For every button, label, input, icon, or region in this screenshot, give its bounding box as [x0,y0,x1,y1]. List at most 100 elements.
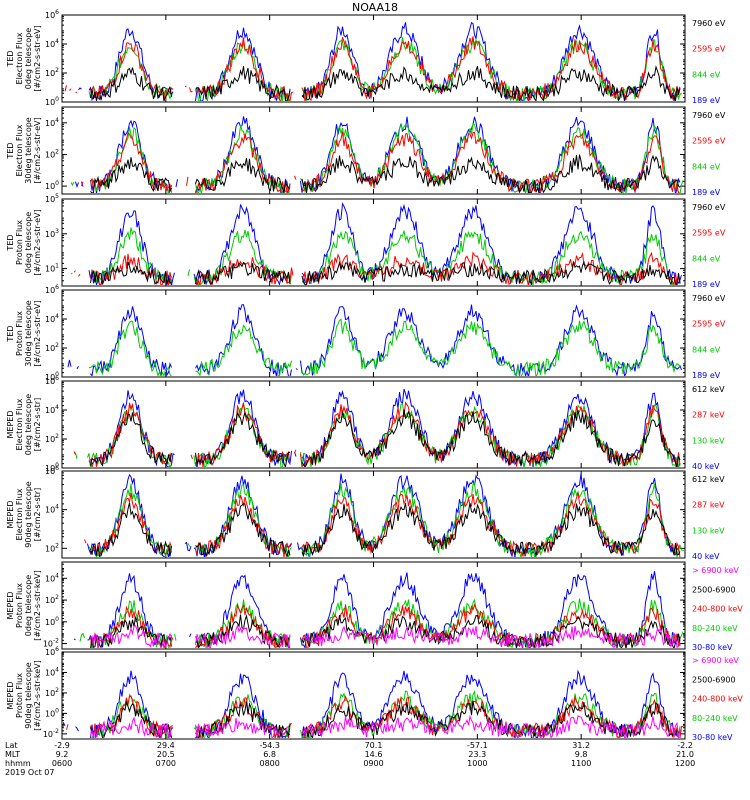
ylabel-line: Electron Flux [15,32,24,84]
series-844-ev [89,319,685,377]
series-612-kev [90,502,681,557]
series-2500-6900 [90,700,681,738]
series-7960-ev [90,260,681,285]
ytick-label: 104 [45,572,59,583]
series-30-80-kev [73,571,681,648]
ytick-label: 100 [45,462,59,473]
chart-title: NOAA18 [351,1,399,14]
legend-label: 612 keV [692,385,725,394]
ytick-label: 105 [45,193,59,204]
legend-label: 189 eV [692,280,721,289]
legend-label: 7960 eV [692,111,726,120]
ytick-label: 102 [45,687,59,698]
panel-traces [65,21,683,101]
series-2595-ev [73,251,681,285]
axis-lat-value: -57.1 [467,741,488,750]
ylabel-line: [#/cm2-s-str] [33,488,42,541]
ylabel-line: TED [6,325,15,342]
series-189-ev [78,21,681,101]
ylabel-line: TED [6,50,15,67]
legend-label: 844 eV [692,254,721,263]
ylabel-line: [#/cm2-s-str-keV] [33,660,42,731]
ytick-label: 100 [45,180,59,191]
series--6900-kev [90,714,681,738]
ytick-label: 10-2 [43,638,59,649]
ylabel-line: [#/cm2-s-str] [33,398,42,451]
axis-lat-value: -2.9 [54,741,70,750]
legend-label: 287 keV [692,501,725,510]
legend-label: 7960 eV [692,203,726,212]
axis-hhmm-value: 0700 [156,759,176,768]
series-40-kev [89,389,685,468]
panel-traces [70,116,684,193]
ytick-label: 106 [45,646,59,657]
axis-hhmm-value: 0900 [363,759,383,768]
ytick-label: 102 [45,542,59,553]
axis-hhmm-value: 1200 [675,759,695,768]
legend-label: 7960 eV [692,19,726,28]
series-844-ev [70,122,684,193]
axis-hhmm-value: 1000 [467,759,487,768]
axis-mlt-value: 6.8 [263,750,276,759]
series-2595-ev [81,131,680,193]
axis-lat-value: 29.4 [157,741,175,750]
ytick-label: 102 [45,433,59,444]
legend-label: 40 keV [692,462,720,471]
series-189-ev [67,304,682,376]
ytick-label: 106 [45,284,59,295]
ytick-label: 100 [45,96,59,107]
legend-label: 40 keV [692,552,720,561]
series-287-kev [84,492,681,557]
panel-ted-e-0: 106 104 102 100 TED Electron Flux 0deg telesco… [6,9,726,107]
legend-label: 30-80 keV [692,643,733,652]
ylabel-line: [#/cm2-s-str-eV] [33,209,42,275]
ylabel-line: [#/cm2-s-str-keV] [33,570,42,641]
legend-label: 2500-6900 [692,585,736,594]
ytick-label: 104 [45,666,59,677]
legend-label: 30-80 keV [692,733,733,742]
ytick-label: 102 [45,67,59,78]
ytick-label: 100 [45,707,59,718]
ylabel-line: Proton Flux [15,673,24,718]
axis-mlt-value: 23.3 [468,750,486,759]
axis-hhmm-value: 1100 [571,759,591,768]
legend-label: 844 eV [692,345,721,354]
legend-label: 80-240 keV [692,714,738,723]
legend-label: 2595 eV [692,45,726,54]
ylabel-line: Electron Flux [15,398,24,450]
series-844-ev [88,37,682,101]
panel-meped-p-0: 104 102 100 10-2 MEPED Proton Flux 0deg telesc… [6,561,743,652]
ytick-label: 104 [45,404,59,415]
ytick-label: 106 [45,465,59,476]
panel-traces [71,202,685,285]
legend-label: 2500-6900 [692,675,736,684]
ylabel-line: Electron Flux [15,488,24,540]
panel-meped-e-90: 106 104 102 MEPED Electron Flux 90deg telesco… [6,465,725,561]
ylabel-line: 30deg telescope [24,117,33,184]
legend-label: 2595 eV [692,137,726,146]
legend-label: 130 keV [692,436,725,445]
axis-mlt-value: 20.5 [157,750,175,759]
axis-mlt-value: 9.2 [56,750,69,759]
panel-meped-p-90: 106 104 102 100 10-2 MEPED Proton Flux 90deg te… [6,646,743,742]
axis-lat-value: 31.2 [572,741,590,750]
ylabel-line: 0deg telescope [24,212,33,273]
ytick-label: 104 [45,313,59,324]
panel-ted-p-0: 105 103 101 TED Proton Flux 0deg telescope [#/… [6,193,726,289]
panel-traces [63,669,684,738]
ytick-label: 102 [45,148,59,159]
panel-meped-e-0: 106 104 102 100 MEPED Electron Flux 0deg teles… [6,375,725,473]
ylabel-line: TED [6,142,15,159]
legend-label: 7960 eV [692,294,726,303]
legend-label: 240-800 keV [692,695,743,704]
ylabel-line: Proton Flux [15,311,24,356]
series-7960-ev [90,64,681,101]
legend-label: 2595 eV [692,229,726,238]
series-7960-ev [90,154,681,193]
legend-label: 2595 eV [692,320,726,329]
ytick-label: 10-2 [43,728,59,739]
ylabel-line: MEPED [6,592,15,620]
axis-lat-value: 70.1 [365,741,383,750]
